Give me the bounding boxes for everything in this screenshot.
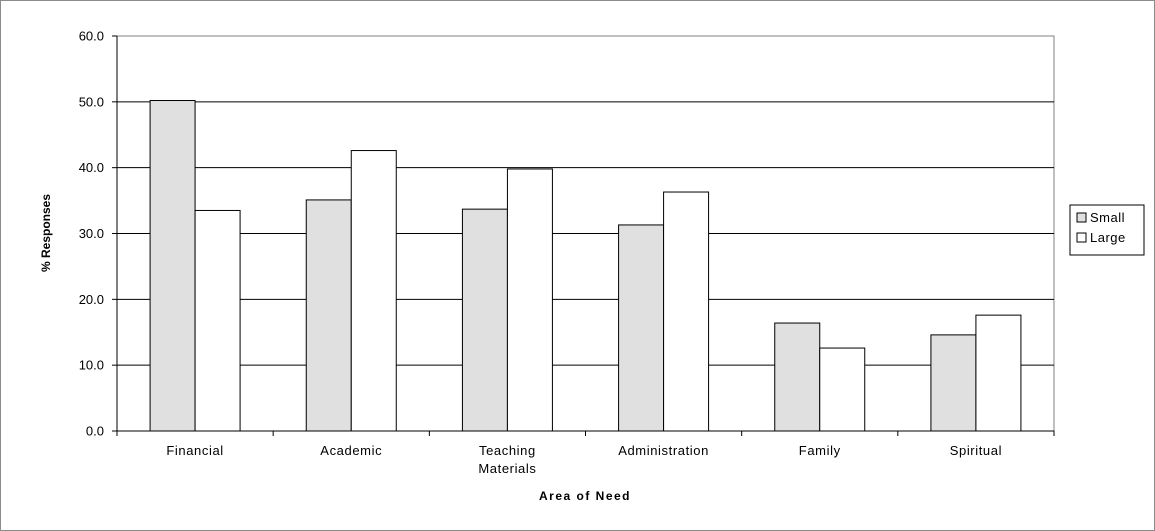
y-tick-label: 10.0 <box>79 358 104 373</box>
y-tick-label: 30.0 <box>79 226 104 241</box>
x-axis-title: Area of Need <box>539 489 631 503</box>
bars <box>149 100 1022 432</box>
y-tick-label: 20.0 <box>79 292 104 307</box>
bar-small <box>618 224 665 432</box>
y-tick-labels: 0.0 10.0 20.0 30.0 40.0 50.0 60.0 <box>79 29 104 439</box>
y-axis-title: % Responses <box>39 194 53 272</box>
bar-small <box>149 100 196 432</box>
bar-small <box>305 199 352 432</box>
legend: Small Large <box>1069 204 1145 256</box>
y-tick-label: 60.0 <box>79 29 104 44</box>
bar-large <box>506 168 553 432</box>
bar-large <box>350 150 397 432</box>
y-tick-label: 40.0 <box>79 160 104 175</box>
x-tick-labels: Financial Academic Teaching Materials Admini… <box>166 443 1002 476</box>
legend-swatch-small <box>1076 212 1087 223</box>
bar-large <box>819 347 866 432</box>
bar-large <box>663 191 710 432</box>
x-tick-label: Financial <box>166 443 223 458</box>
bar-large <box>194 209 241 432</box>
x-tick-label: Spiritual <box>950 443 1002 458</box>
legend-label-large: Large <box>1090 230 1126 245</box>
gridlines <box>117 101 1054 366</box>
y-tick-label: 0.0 <box>86 424 104 439</box>
x-tick-label: Administration <box>618 443 709 458</box>
y-tick-label: 50.0 <box>79 94 104 109</box>
legend-label-small: Small <box>1090 210 1125 225</box>
legend-swatch-large <box>1076 232 1087 243</box>
bar-small <box>930 334 977 432</box>
x-tick-label: Teaching Materials <box>478 443 536 476</box>
axes <box>112 35 1055 436</box>
bar-small <box>461 208 508 432</box>
x-tick-label: Academic <box>320 443 382 458</box>
bar-small <box>774 322 821 432</box>
x-tick-label: Family <box>799 443 841 458</box>
bar-large <box>975 314 1022 432</box>
